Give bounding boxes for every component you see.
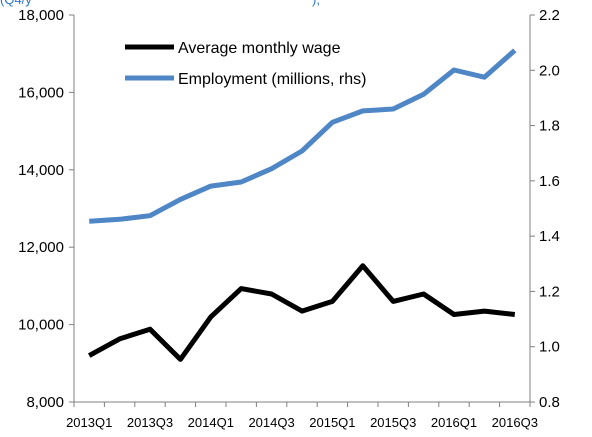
x-tick-label: 2013Q3 — [127, 415, 173, 430]
right-tick-label: 2.0 — [539, 62, 560, 79]
left-tick-label: 12,000 — [18, 239, 64, 256]
right-tick-label: 1.6 — [539, 173, 560, 190]
axes: 8,000 10,000 12,000 14,000 16,000 18,000 0.8 1.… — [18, 7, 560, 430]
right-tick-label: 1.4 — [539, 228, 560, 245]
x-tick-label: 2014Q1 — [188, 415, 234, 430]
right-tick-label: 1.0 — [539, 339, 560, 356]
left-tick-label: 14,000 — [18, 162, 64, 179]
series-layer — [87, 48, 517, 362]
legend: Average monthly wage Employment (millions… — [125, 40, 366, 88]
right-tick-label: 1.8 — [539, 118, 560, 135]
legend-label: Employment (millions, rhs) — [178, 71, 366, 88]
right-tick-label: 1.2 — [539, 283, 560, 300]
left-tick-label: 8,000 — [26, 394, 64, 411]
wage-series-line — [87, 263, 516, 362]
right-tick-label: 0.8 — [539, 394, 560, 411]
x-tick-label: 2015Q1 — [309, 415, 355, 430]
left-tick-label: 18,000 — [18, 7, 64, 24]
employment-series-line — [89, 48, 517, 224]
x-tick-label: 2015Q3 — [370, 415, 416, 430]
clipped-caption-fragment-2: ), — [312, 0, 320, 7]
x-tick-label: 2016Q3 — [492, 415, 538, 430]
x-tick-label: 2016Q1 — [431, 415, 477, 430]
left-tick-label: 10,000 — [18, 317, 64, 334]
right-tick-label: 2.2 — [539, 7, 560, 24]
x-tick-label: 2013Q1 — [66, 415, 112, 430]
left-tick-label: 16,000 — [18, 84, 64, 101]
clipped-caption-fragment: (Q4/y — [0, 0, 32, 7]
x-tick-label: 2014Q3 — [248, 415, 294, 430]
legend-label: Average monthly wage — [178, 40, 341, 57]
